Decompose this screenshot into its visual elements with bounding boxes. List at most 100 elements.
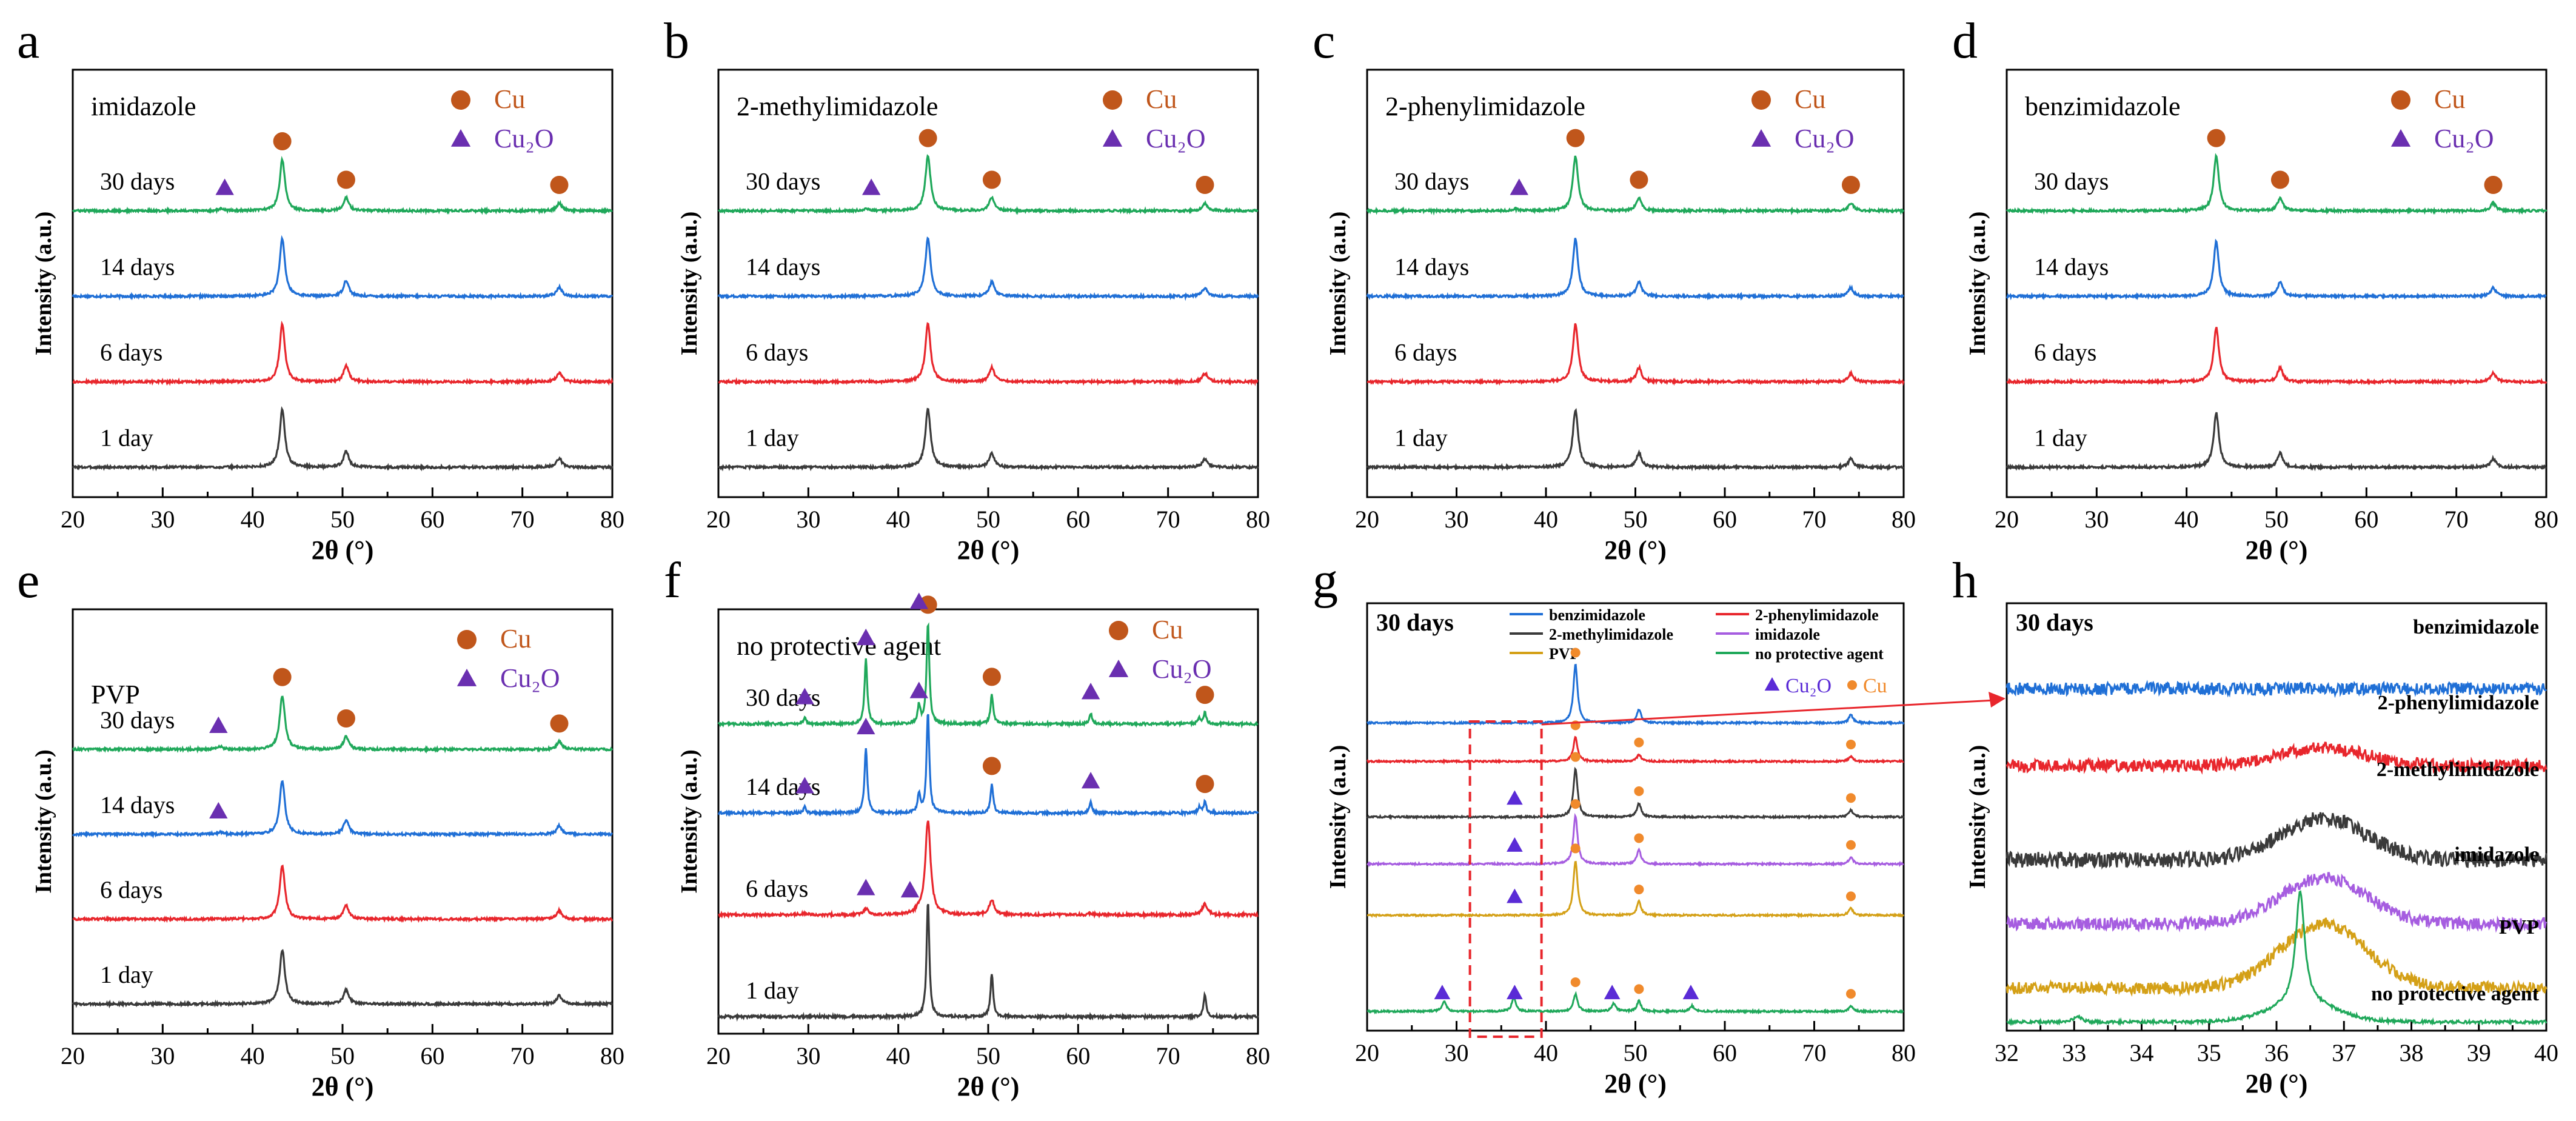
cu-marker	[1841, 175, 1860, 194]
x-tick-label: 20	[1355, 506, 1379, 533]
y-axis-label: Intensity (a.u.)	[31, 749, 56, 894]
series-label: 6 days	[100, 876, 162, 903]
series-line-30-days	[72, 695, 614, 754]
panel-a: a 20 30 40 50 60 70 80 2θ (°) Intensity (a.u.) imi…	[17, 13, 624, 565]
series-label: 1 day	[746, 977, 799, 1004]
x-tick-label: 20	[706, 506, 731, 533]
series-label: 14 days	[1394, 253, 1469, 281]
series-label: 6 days	[1394, 339, 1457, 366]
series-line-no-protective-agent	[2007, 890, 2548, 1027]
x-axis-label: 2θ (°)	[957, 1072, 1020, 1102]
cu2o-marker	[1081, 683, 1100, 700]
cu-marker	[336, 170, 355, 189]
panel-letter: a	[17, 13, 39, 69]
callout-arrow	[1541, 699, 1995, 726]
legend-label: benzimidazole	[1549, 606, 1645, 624]
x-tick-label: 30	[1445, 1039, 1469, 1066]
series-line-14-days	[72, 780, 613, 839]
series-line-30-days	[1366, 155, 1905, 216]
cu2o-marker	[1434, 985, 1451, 1000]
x-tick-label: 70	[2444, 506, 2469, 533]
legend-cu2o-label: Cu₂O	[1152, 654, 1211, 684]
x-tick-label: 35	[2197, 1039, 2221, 1066]
x-tick-label: 80	[1246, 1042, 1270, 1069]
cu-marker	[273, 132, 292, 151]
series-line-6-days	[718, 820, 1259, 920]
x-axis-label: 2θ (°)	[2246, 535, 2308, 565]
cu-marker	[1570, 799, 1581, 809]
series-line-1-day	[717, 903, 1259, 1022]
x-tick-label: 40	[1534, 506, 1558, 533]
series-line-1-day	[2006, 412, 2547, 472]
series-line-1-day	[72, 406, 614, 472]
cu2o-marker	[1102, 129, 1123, 147]
y-axis-label: Intensity (a.u.)	[31, 212, 56, 356]
x-tick-label: 80	[600, 506, 624, 533]
cu2o-marker	[909, 681, 928, 698]
cu2o-marker	[1510, 178, 1528, 195]
cu-marker	[1566, 129, 1585, 147]
legend-label: no protective agent	[1755, 645, 1884, 663]
cu2o-marker	[1507, 790, 1523, 805]
series-label: 1 day	[2034, 424, 2087, 452]
x-tick-label: 50	[1624, 506, 1648, 533]
x-tick-label: 40	[2534, 1039, 2558, 1066]
y-axis-label: Intensity (a.u.)	[677, 749, 702, 894]
panel-h: h 32 33 34 35 36 37 38 39 40 2θ (°) Intensity (a.u.…	[1952, 552, 2558, 1099]
series-line-no-protective-agent	[1367, 991, 1904, 1015]
legend-cu-label: Cu	[1795, 84, 1825, 114]
panel-f: f 20 30 40 50 60 70 80 2θ (°) Intensity (a.u.) no …	[664, 552, 1270, 1102]
sample-label: 2-methylimidazole	[737, 92, 938, 121]
cu2o-marker	[209, 716, 228, 733]
x-tick-label: 30	[2084, 506, 2109, 533]
series-line-benzimidazole	[2006, 680, 2548, 698]
x-tick-label: 40	[886, 1042, 911, 1069]
cu-marker	[1103, 90, 1122, 110]
series-label: PVP	[2499, 916, 2539, 939]
cu-marker	[1196, 775, 1214, 794]
cu-marker	[1570, 843, 1581, 854]
series-line-imidazole	[1367, 812, 1904, 868]
series-line-6-days	[72, 864, 614, 923]
cu2o-marker	[1751, 129, 1771, 147]
series-line-benzimidazole	[1367, 663, 1905, 726]
cu-marker	[550, 175, 569, 194]
series-label: 6 days	[100, 339, 162, 366]
x-tick-label: 30	[1445, 506, 1469, 533]
series-label: 6 days	[746, 339, 808, 366]
x-tick-label: 50	[330, 506, 355, 533]
y-axis-label: Intensity (a.u.)	[1965, 212, 1990, 356]
panel-g: g 20 30 40 50 60 70 80 2θ (°) Intensity (a.u.) 30 …	[1313, 552, 2006, 1099]
cu-marker	[457, 630, 477, 649]
x-tick-label: 20	[61, 506, 85, 533]
legend-cu-label: Cu	[1146, 84, 1177, 114]
x-tick-label: 70	[1156, 1042, 1180, 1069]
series-label: 6 days	[2034, 339, 2096, 366]
series-line-6-days	[1367, 323, 1905, 386]
sample-label: benzimidazole	[2025, 92, 2181, 121]
cu-marker	[1845, 840, 1856, 850]
panel-letter: h	[1952, 552, 1978, 609]
cu-marker	[1196, 686, 1214, 704]
cu-marker	[982, 668, 1001, 686]
x-tick-label: 70	[510, 506, 535, 533]
x-tick-label: 40	[2175, 506, 2199, 533]
legend-cu-label: Cu	[1863, 675, 1887, 697]
cu-marker	[2207, 129, 2226, 147]
cu-marker	[2484, 175, 2503, 194]
x-tick-label: 60	[420, 1042, 444, 1069]
legend-cu2o-label: Cu₂O	[1146, 124, 1205, 153]
x-tick-label: 39	[2467, 1039, 2491, 1066]
x-tick-label: 60	[1066, 506, 1090, 533]
cu2o-marker	[209, 801, 228, 819]
x-tick-label: 50	[1624, 1039, 1648, 1066]
callout-arrowhead	[1989, 692, 2006, 708]
cu2o-marker	[450, 129, 471, 147]
y-axis-label: Intensity (a.u.)	[1325, 745, 1351, 889]
series-line-14-days	[1366, 238, 1904, 301]
cu-marker	[336, 709, 355, 728]
panel-c: c 20 30 40 50 60 70 80 2θ (°) Intensity (a.u.) 2-p…	[1313, 13, 1916, 565]
series-line-1-day	[1366, 407, 1905, 472]
cu-marker	[1845, 793, 1856, 803]
cu2o-marker	[900, 881, 920, 898]
